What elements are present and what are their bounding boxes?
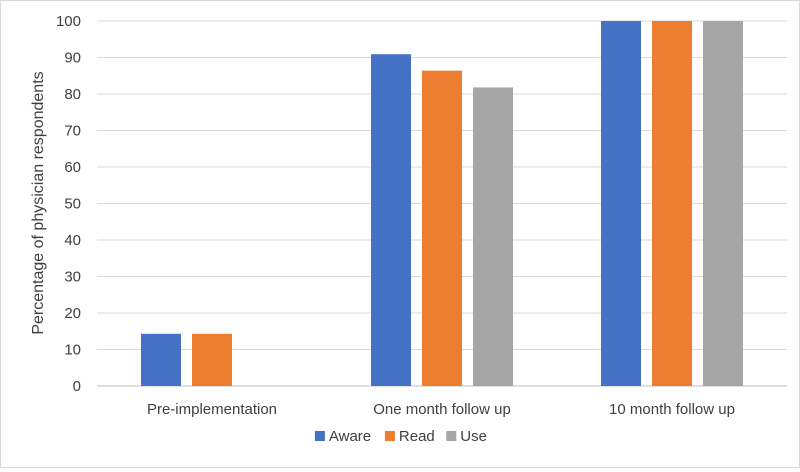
legend-swatch-use <box>446 431 457 441</box>
bar-read-3 <box>652 21 692 386</box>
y-tick-label: 100 <box>56 13 81 30</box>
y-tick-label: 90 <box>64 50 81 67</box>
legend-label-aware: Aware <box>329 428 371 445</box>
legend-label-read: Read <box>399 428 435 445</box>
y-tick-label: 40 <box>64 232 81 249</box>
bar-aware-1 <box>141 333 181 386</box>
legend-swatch-aware <box>314 431 325 441</box>
x-category-label: 10 month follow up <box>609 401 735 418</box>
y-tick-label: 0 <box>73 378 81 395</box>
legend-label-use: Use <box>460 428 487 445</box>
y-tick-label: 60 <box>64 159 81 176</box>
y-tick-label: 10 <box>64 342 81 359</box>
y-tick-label: 50 <box>64 196 81 213</box>
y-tick-label: 70 <box>64 123 81 140</box>
bar-use-3 <box>703 21 743 386</box>
y-axis-title: Percentage of physician respondents <box>30 71 47 334</box>
bar-aware-2 <box>371 54 411 387</box>
x-axis-categories: Pre-implementation One month follow up 10 … <box>147 401 735 418</box>
y-tick-label: 20 <box>64 305 81 322</box>
bar-read-1 <box>192 333 232 386</box>
bar-aware-3 <box>601 21 641 386</box>
y-tick-label: 80 <box>64 86 81 103</box>
legend-swatch-read <box>384 431 395 441</box>
legend: Aware Read Use <box>314 428 487 445</box>
bar-use-2 <box>473 87 513 387</box>
bars <box>141 21 743 387</box>
bar-read-2 <box>422 70 462 386</box>
x-category-label: One month follow up <box>373 401 511 418</box>
x-category-label: Pre-implementation <box>147 401 277 418</box>
y-axis-ticks: 0 10 20 30 40 50 60 70 80 90 100 <box>56 13 81 395</box>
y-tick-label: 30 <box>64 269 81 286</box>
